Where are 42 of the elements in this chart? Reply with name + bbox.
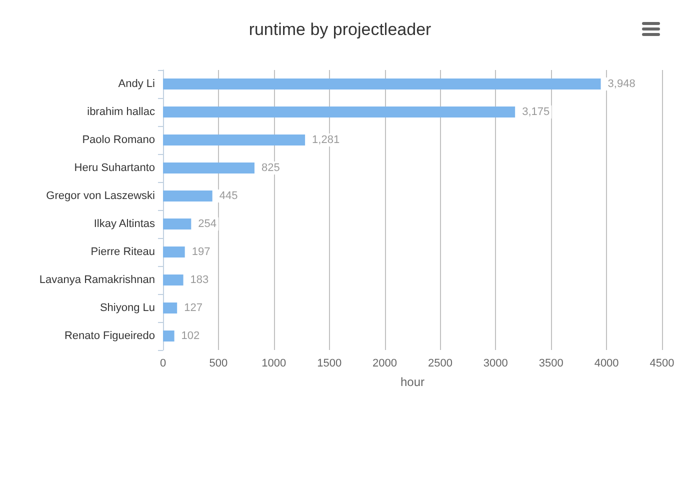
y-tick-label: Paolo Romano (82, 134, 155, 146)
bar (163, 162, 254, 174)
bar (163, 246, 185, 258)
y-tick-label: Pierre Riteau (90, 246, 155, 258)
data-label: 825 (261, 162, 280, 174)
bar (163, 302, 178, 314)
y-tick-label: Ilkay Altintas (94, 218, 156, 230)
bar (163, 78, 601, 90)
bar (163, 190, 212, 202)
y-tick-label: Gregor von Laszewski (46, 190, 155, 202)
y-tick-label: Heru Suhartanto (74, 162, 155, 174)
data-label: 445 (219, 190, 238, 202)
x-tick-label: 0 (160, 358, 166, 370)
y-tick-label: Lavanya Ramakrishnan (39, 274, 155, 286)
x-tick-label: 3500 (538, 358, 564, 370)
x-tick-label: 3000 (483, 358, 508, 370)
x-tick-label: 2500 (428, 358, 452, 370)
data-label: 254 (198, 218, 217, 230)
bar (163, 330, 174, 342)
x-tick-label: 2000 (372, 358, 398, 370)
data-label: 197 (192, 246, 210, 258)
bar (163, 218, 192, 230)
y-tick-label: ibrahim hallac (87, 106, 156, 118)
x-tick-label: 4000 (594, 358, 619, 370)
data-label: 102 (181, 330, 200, 342)
y-tick-label: Shiyong Lu (100, 302, 155, 314)
y-tick-label: Andy Li (118, 78, 155, 90)
bar (163, 106, 516, 118)
data-label: 1,281 (312, 134, 340, 146)
bar (163, 134, 306, 146)
chart-title: runtime by projectleader (248, 20, 432, 39)
data-label: 3,948 (608, 78, 636, 90)
y-tick-label: Renato Figueiredo (64, 330, 155, 342)
x-tick-label: 4500 (650, 358, 674, 370)
x-axis-title: hour (400, 375, 425, 389)
x-tick-label: 500 (209, 358, 228, 370)
bar (163, 274, 184, 286)
data-label: 183 (190, 274, 209, 286)
data-label: 127 (184, 302, 202, 314)
data-label: 3,175 (522, 106, 550, 118)
x-tick-label: 1000 (262, 358, 286, 370)
x-tick-label: 1500 (317, 358, 342, 370)
